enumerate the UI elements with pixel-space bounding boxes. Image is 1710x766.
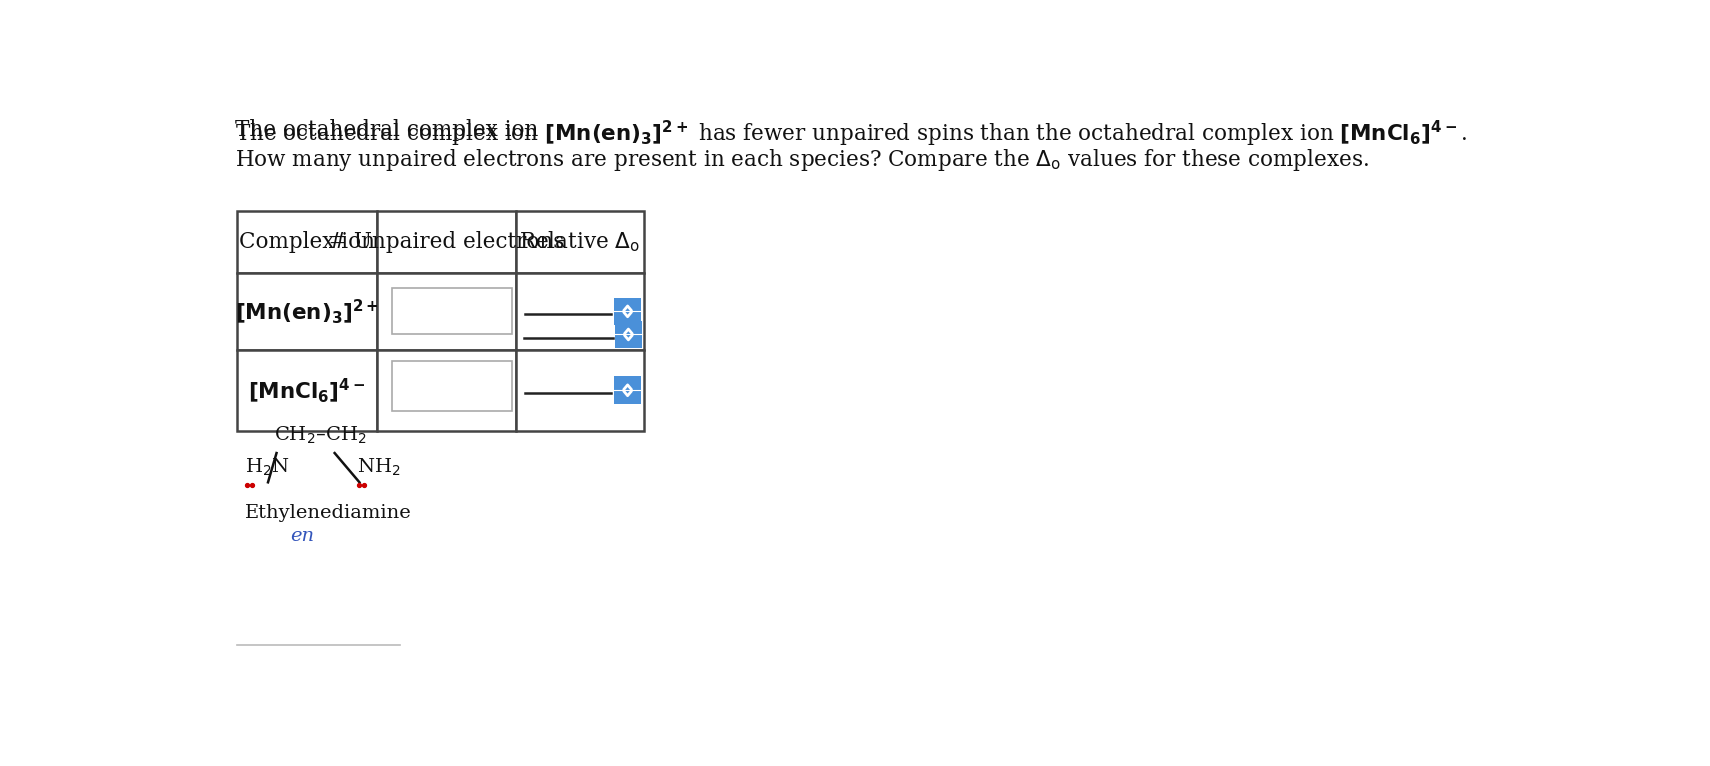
Text: The octahedral complex ion $\mathbf{[Mn(en)_3]^{2+}}$ has fewer unpaired spins t: The octahedral complex ion $\mathbf{[Mn(… bbox=[236, 119, 1467, 149]
Text: H$_2$N: H$_2$N bbox=[245, 457, 289, 479]
Bar bbox=[516, 211, 645, 273]
Bar bbox=[376, 350, 516, 430]
Bar bbox=[238, 211, 376, 273]
Bar bbox=[238, 273, 376, 350]
Bar bbox=[376, 273, 516, 350]
Text: NH$_2$: NH$_2$ bbox=[357, 457, 400, 479]
Bar bbox=[392, 362, 511, 411]
Bar bbox=[392, 288, 511, 335]
Bar bbox=[516, 273, 645, 350]
Bar bbox=[238, 350, 376, 430]
Text: $\mathbf{[Mn(en)_3]^{2+}}$: $\mathbf{[Mn(en)_3]^{2+}}$ bbox=[234, 297, 378, 326]
Bar bbox=[376, 211, 516, 273]
Text: Complex ion: Complex ion bbox=[239, 231, 374, 253]
Text: CH$_2$–CH$_2$: CH$_2$–CH$_2$ bbox=[274, 425, 366, 446]
Bar bbox=[516, 350, 645, 430]
Bar bbox=[616, 321, 641, 349]
Text: How many unpaired electrons are present in each species? Compare the $\Delta_\ma: How many unpaired electrons are present … bbox=[236, 147, 1370, 173]
Text: en: en bbox=[289, 527, 313, 545]
Text: The octahedral complex ion: The octahedral complex ion bbox=[236, 119, 545, 141]
Text: Relative $\Delta_\mathrm{o}$: Relative $\Delta_\mathrm{o}$ bbox=[520, 230, 641, 254]
Text: Ethylenediamine: Ethylenediamine bbox=[245, 504, 412, 522]
Bar bbox=[614, 376, 641, 404]
Text: $\mathbf{[MnCl_6]^{4-}}$: $\mathbf{[MnCl_6]^{4-}}$ bbox=[248, 376, 366, 404]
Text: # Unpaired electrons: # Unpaired electrons bbox=[328, 231, 564, 253]
Bar bbox=[614, 297, 641, 326]
